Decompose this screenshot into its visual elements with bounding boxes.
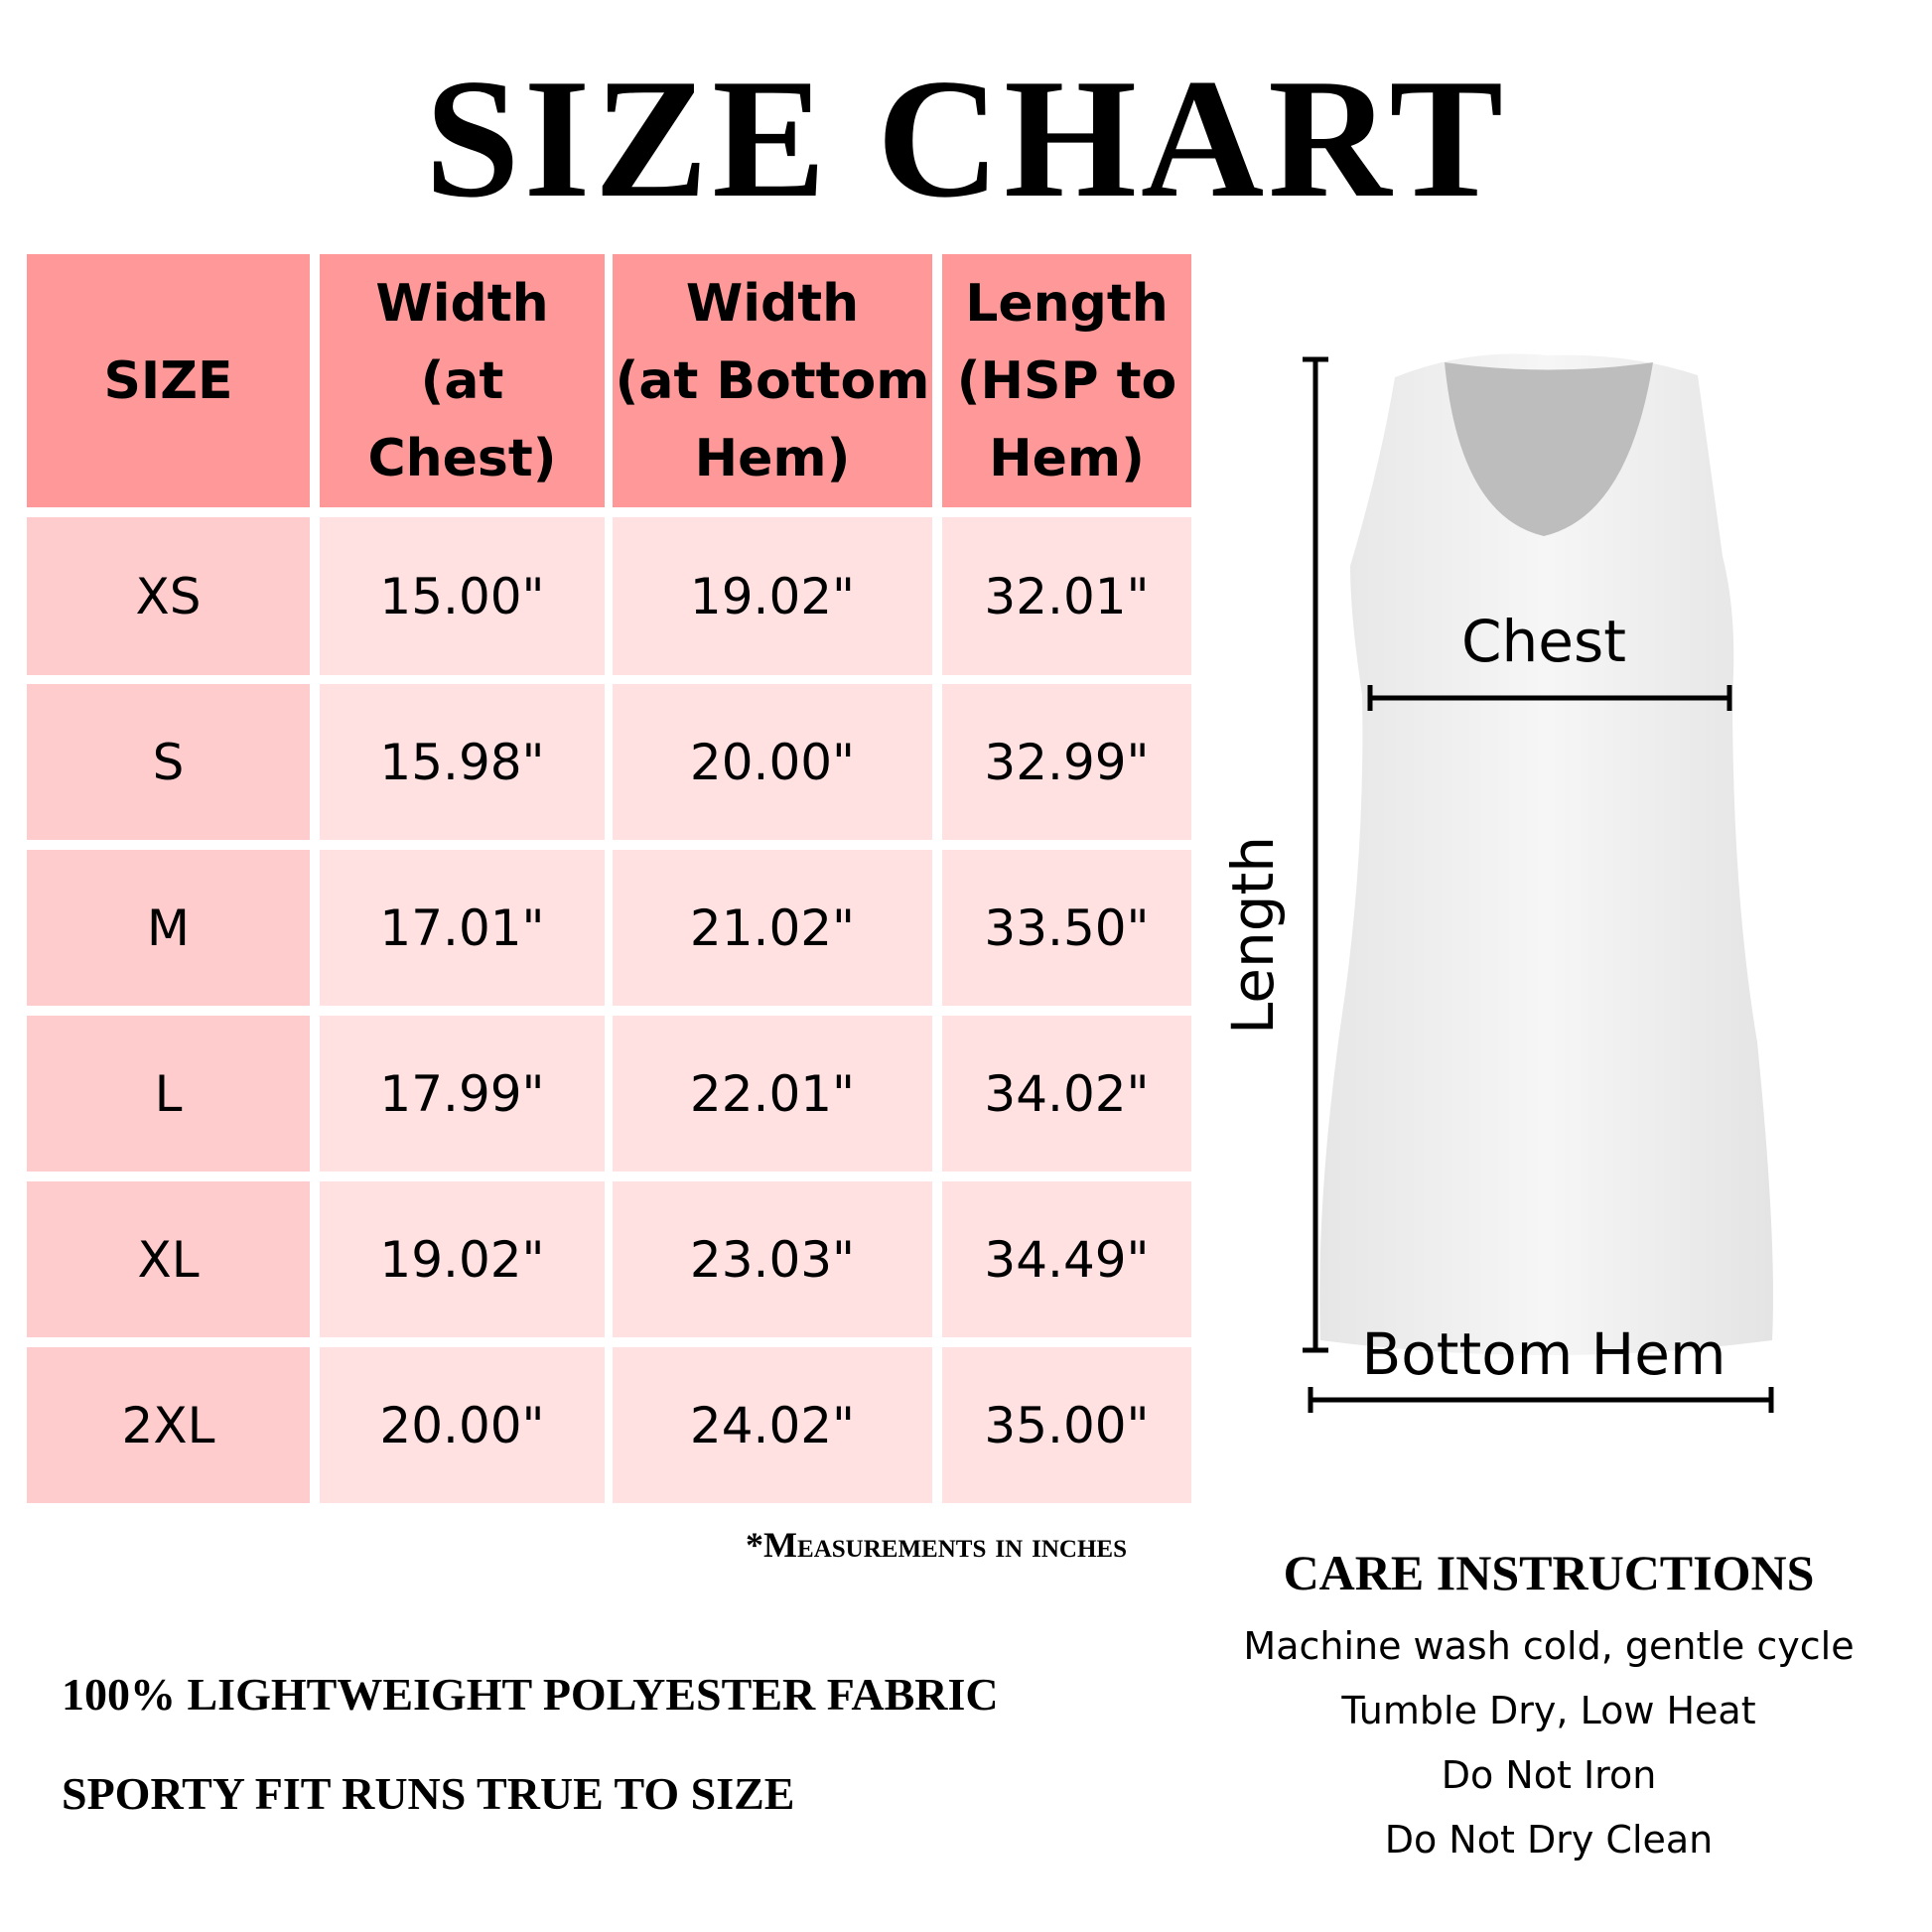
dress-illustration [1319, 353, 1773, 1355]
hem-label: Bottom Hem [1361, 1320, 1726, 1388]
dress-diagram [1303, 353, 1774, 1413]
cell-width-chest: 17.99" [320, 1016, 605, 1172]
cell-length: 33.50" [942, 850, 1191, 1006]
cell-length: 32.01" [942, 517, 1191, 675]
cell-width-hem: 23.03" [613, 1181, 932, 1337]
cell-width-chest: 15.00" [320, 517, 605, 675]
feature-fit: SPORTY FIT RUNS TRUE TO SIZE [62, 1768, 795, 1819]
cell-width-chest: 17.01" [320, 850, 605, 1006]
cell-size: L [27, 1016, 310, 1172]
cell-size: S [27, 684, 310, 840]
cell-length: 35.00" [942, 1347, 1191, 1503]
cell-width-chest: 15.98" [320, 684, 605, 840]
header-size: SIZE [27, 254, 310, 507]
cell-length: 32.99" [942, 684, 1191, 840]
measurements-note: *Measurements in inches [746, 1525, 1127, 1565]
care-item: Do Not Dry Clean [1384, 1818, 1714, 1862]
cell-length: 34.02" [942, 1016, 1191, 1172]
cell-width-chest: 19.02" [320, 1181, 605, 1337]
header-width-hem: Width (at Bottom Hem) [613, 254, 932, 507]
cell-size: XS [27, 517, 310, 675]
care-item: Do Not Iron [1441, 1753, 1657, 1797]
cell-size: M [27, 850, 310, 1006]
feature-fabric: 100% LIGHTWEIGHT POLYESTER FABRIC [62, 1669, 999, 1720]
page-title: SIZE CHART [424, 45, 1508, 233]
care-item: Machine wash cold, gentle cycle [1243, 1624, 1855, 1668]
care-item: Tumble Dry, Low Heat [1341, 1689, 1756, 1732]
length-label: Length [1219, 835, 1287, 1035]
cell-width-hem: 20.00" [613, 684, 932, 840]
cell-size: 2XL [27, 1347, 310, 1503]
cell-width-hem: 24.02" [613, 1347, 932, 1503]
chest-label: Chest [1461, 608, 1626, 675]
header-width-chest: Width (at Chest) [320, 254, 605, 507]
cell-width-hem: 21.02" [613, 850, 932, 1006]
cell-length: 34.49" [942, 1181, 1191, 1337]
cell-width-hem: 19.02" [613, 517, 932, 675]
cell-width-chest: 20.00" [320, 1347, 605, 1503]
cell-width-hem: 22.01" [613, 1016, 932, 1172]
care-title: CARE INSTRUCTIONS [1283, 1545, 1815, 1600]
cell-size: XL [27, 1181, 310, 1337]
header-length: Length (HSP to Hem) [942, 254, 1191, 507]
